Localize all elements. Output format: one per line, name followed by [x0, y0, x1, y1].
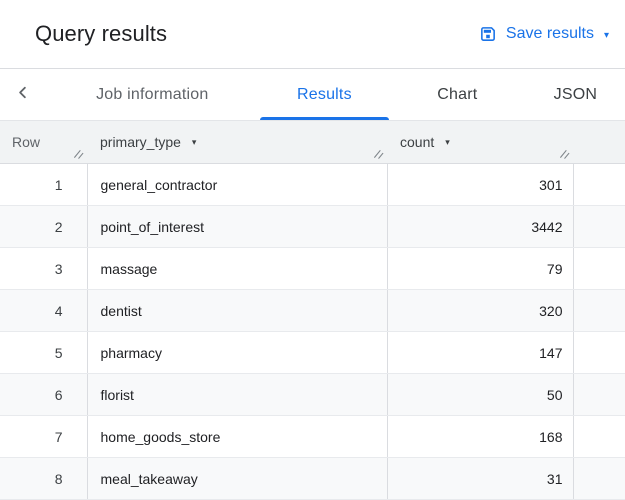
tab-chart[interactable]: Chart	[389, 69, 526, 120]
column-resize-handle-icon[interactable]	[373, 148, 384, 159]
table-row: 5 pharmacy 147	[0, 331, 625, 374]
cell-filler	[573, 163, 625, 206]
column-resize-handle-icon[interactable]	[559, 148, 570, 159]
cell-count: 50	[387, 373, 574, 416]
column-label: Row	[12, 134, 41, 150]
column-header-filler	[573, 121, 625, 164]
scroll-tabs-left-button[interactable]	[0, 69, 45, 120]
column-menu-caret-icon[interactable]: ▾	[445, 137, 450, 147]
column-resize-handle-icon[interactable]	[73, 148, 84, 159]
cell-row-number: 7	[0, 415, 88, 458]
tab-label: Results	[297, 85, 352, 103]
cell-primary-type: dentist	[87, 289, 388, 332]
cell-filler	[573, 331, 625, 374]
table-row: 4 dentist 320	[0, 289, 625, 332]
tab-bar: Job information Results Chart JSON	[0, 69, 625, 121]
chevron-left-icon	[13, 83, 32, 107]
panel-header: Query results Save results ▾	[0, 0, 625, 69]
cell-primary-type: pharmacy	[87, 331, 388, 374]
chevron-down-icon: ▾	[603, 29, 609, 41]
tab-job-information[interactable]: Job information	[45, 69, 260, 120]
tab-json[interactable]: JSON	[526, 69, 625, 120]
cell-filler	[573, 373, 625, 416]
cell-filler	[573, 247, 625, 290]
column-label: count	[400, 134, 435, 150]
table-row: 3 massage 79	[0, 247, 625, 290]
tab-label: Chart	[437, 85, 478, 103]
column-header-row: Row	[0, 121, 87, 164]
cell-primary-type: florist	[87, 373, 388, 416]
table-header-row: Row primary_type ▾	[0, 121, 625, 164]
table-row: 1 general_contractor 301	[0, 163, 625, 206]
cell-primary-type: point_of_interest	[87, 205, 388, 248]
save-icon	[479, 25, 497, 43]
column-label: primary_type	[100, 134, 181, 150]
cell-filler	[573, 289, 625, 332]
cell-count: 79	[387, 247, 574, 290]
active-tab-indicator	[259, 117, 389, 120]
tab-label: Job information	[96, 85, 209, 103]
table-row: 2 point_of_interest 3442	[0, 205, 625, 248]
cell-count: 147	[387, 331, 574, 374]
save-results-button[interactable]: Save results ▾	[479, 25, 609, 43]
cell-count: 168	[387, 415, 574, 458]
cell-row-number: 4	[0, 289, 88, 332]
cell-row-number: 5	[0, 331, 88, 374]
cell-count: 301	[387, 163, 574, 206]
cell-primary-type: massage	[87, 247, 388, 290]
tab-label: JSON	[553, 85, 598, 103]
cell-filler	[573, 205, 625, 248]
cell-count: 320	[387, 289, 574, 332]
page-title: Query results	[35, 21, 168, 46]
results-table: Row primary_type ▾	[0, 121, 625, 500]
column-header-count: count ▾	[387, 121, 573, 164]
cell-count: 3442	[387, 205, 574, 248]
cell-row-number: 3	[0, 247, 88, 290]
table-row: 6 florist 50	[0, 373, 625, 416]
tab-results[interactable]: Results	[259, 69, 389, 120]
cell-row-number: 2	[0, 205, 88, 248]
cell-primary-type: general_contractor	[87, 163, 388, 206]
column-header-primary-type: primary_type ▾	[87, 121, 387, 164]
table-row: 7 home_goods_store 168	[0, 415, 625, 458]
cell-primary-type: home_goods_store	[87, 415, 388, 458]
cell-row-number: 1	[0, 163, 88, 206]
cell-filler	[573, 415, 625, 458]
column-menu-caret-icon[interactable]: ▾	[191, 137, 197, 147]
save-results-label: Save results	[505, 25, 594, 42]
cell-row-number: 6	[0, 373, 88, 416]
